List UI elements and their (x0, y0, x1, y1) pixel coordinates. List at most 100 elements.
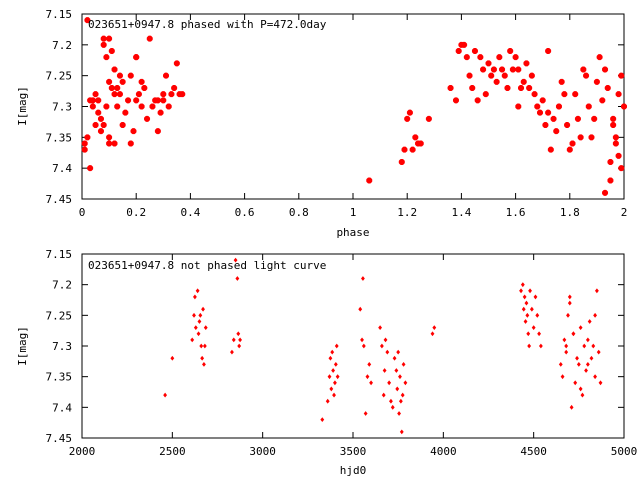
x-tick-label: 2000 (69, 445, 96, 458)
data-point (591, 115, 598, 122)
data-point (615, 91, 622, 98)
data-point (574, 115, 581, 122)
data-point (168, 91, 175, 98)
data-point (455, 48, 462, 54)
data-point (92, 122, 99, 128)
data-point (320, 417, 325, 422)
data-point (192, 312, 196, 318)
data-point (395, 386, 400, 392)
data-point (461, 41, 468, 48)
chart-title: 023651+0947.8 phased with P=472.0day (88, 18, 327, 31)
data-point (567, 294, 572, 300)
data-point (527, 343, 532, 349)
data-point (562, 337, 567, 343)
data-point (577, 134, 584, 141)
y-tick-label: 7.25 (46, 70, 73, 83)
data-point (417, 140, 424, 147)
data-point (106, 134, 113, 141)
x-axis-label: phase (336, 226, 369, 239)
data-point (365, 374, 370, 380)
data-point (100, 41, 107, 48)
data-points (81, 17, 627, 196)
data-point (160, 97, 167, 104)
data-point (558, 362, 563, 367)
data-point (488, 72, 495, 79)
data-point (566, 146, 573, 153)
data-point (591, 343, 596, 349)
data-point (493, 78, 500, 85)
data-point (84, 17, 91, 24)
data-point (95, 109, 102, 116)
data-point (199, 343, 204, 349)
data-point (585, 362, 590, 367)
data-point (92, 91, 99, 98)
data-point (119, 78, 126, 85)
data-point (363, 411, 368, 416)
data-point (538, 343, 543, 349)
data-point (333, 362, 338, 367)
data-point (504, 85, 511, 91)
y-tick-label: 7.3 (52, 101, 72, 114)
data-point (114, 85, 121, 91)
data-point (412, 134, 419, 141)
data-point (507, 48, 514, 54)
y-axis-label: I[mag] (16, 326, 29, 366)
data-point (195, 288, 200, 294)
data-point (328, 355, 333, 361)
x-tick-label: 3000 (249, 445, 276, 458)
data-point (593, 78, 600, 85)
data-point (618, 165, 625, 172)
data-point (564, 349, 569, 355)
data-point (89, 103, 96, 110)
y-tick-label: 7.15 (46, 8, 73, 21)
x-tick-label: 0 (79, 206, 86, 219)
y-tick-label: 7.45 (46, 432, 73, 445)
data-point (599, 97, 606, 104)
data-point (524, 300, 529, 306)
data-point (615, 152, 622, 159)
data-point (509, 66, 516, 73)
data-point (394, 368, 399, 373)
data-point (569, 404, 574, 410)
data-point (485, 60, 492, 67)
data-point (400, 392, 405, 398)
data-point (327, 374, 332, 380)
data-point (582, 343, 587, 349)
y-tick-label: 7.4 (52, 401, 72, 414)
data-point (197, 319, 202, 324)
data-point (84, 134, 91, 141)
data-point (593, 312, 598, 318)
data-point (572, 91, 579, 98)
data-point (97, 115, 104, 122)
x-tick-label: 1.4 (451, 206, 471, 219)
data-point (325, 398, 330, 404)
data-point (580, 392, 585, 398)
data-point (501, 72, 508, 79)
data-point (171, 85, 178, 91)
data-point (575, 355, 579, 361)
data-point (334, 343, 339, 349)
data-point (392, 355, 397, 361)
data-point (369, 380, 373, 386)
data-point (127, 72, 134, 79)
data-point (97, 128, 104, 135)
data-point (108, 48, 115, 54)
data-point (235, 276, 240, 281)
data-point (474, 97, 481, 104)
phased-light-curve-panel: 0 0.2 0.4 0.6 0.8 1 1.2 1.4 1.6 1.8 2 7.15 7.2 7.25 7.… (16, 8, 627, 239)
data-point (618, 72, 625, 79)
data-point (378, 325, 383, 330)
data-point (154, 97, 161, 104)
data-point (111, 66, 118, 73)
data-point (534, 103, 541, 110)
data-point (583, 72, 590, 79)
data-point (578, 325, 583, 330)
data-point (499, 66, 506, 73)
x-tick-label: 4000 (430, 445, 457, 458)
data-point (108, 85, 115, 91)
data-point (607, 177, 614, 184)
data-point (116, 72, 123, 79)
data-point (463, 54, 470, 61)
data-point (496, 54, 503, 61)
